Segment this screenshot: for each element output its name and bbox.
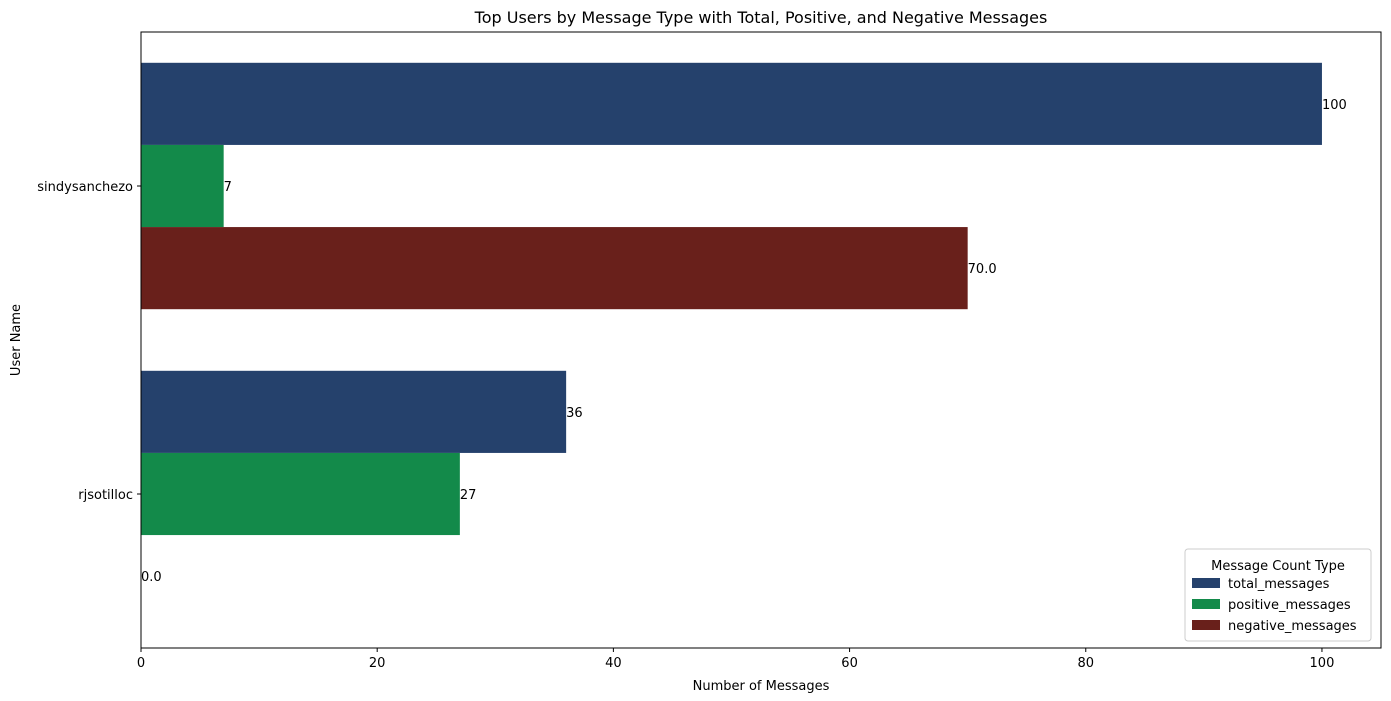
data-label: 36 xyxy=(566,406,583,421)
y-tick-label: rjsotilloc xyxy=(78,488,133,503)
legend: Message Count Type total_messagespositiv… xyxy=(1184,548,1372,642)
bar-positive-messages-rjsotilloc xyxy=(141,452,460,536)
legend-swatch-negative-messages xyxy=(1192,620,1220,630)
data-label: 100 xyxy=(1322,98,1347,113)
chart-title: Top Users by Message Type with Total, Po… xyxy=(474,8,1048,27)
legend-title: Message Count Type xyxy=(1211,559,1345,574)
x-tick-label: 80 xyxy=(1077,656,1094,671)
legend-swatch-total-messages xyxy=(1192,578,1220,588)
legend-label: negative_messages xyxy=(1228,619,1357,634)
x-tick-label: 40 xyxy=(605,656,622,671)
bar-total-messages-rjsotilloc xyxy=(141,370,567,453)
y-axis-label: User Name xyxy=(9,304,24,376)
data-label: 70.0 xyxy=(968,262,997,277)
bar-negative-messages-sindysanchezo xyxy=(141,227,968,310)
x-tick-label: 20 xyxy=(369,656,386,671)
axes-frame xyxy=(140,31,1382,649)
x-tick-label: 60 xyxy=(841,656,858,671)
bar-positive-messages-sindysanchezo xyxy=(141,144,224,228)
legend-swatch-positive-messages xyxy=(1192,599,1220,609)
data-label: 0.0 xyxy=(141,570,162,585)
legend-frame xyxy=(1184,548,1372,642)
x-tick-label: 0 xyxy=(137,656,145,671)
legend-label: total_messages xyxy=(1228,577,1330,592)
data-label: 27 xyxy=(460,488,477,503)
legend-label: positive_messages xyxy=(1228,598,1351,613)
data-label: 7 xyxy=(224,180,232,195)
bar-total-messages-sindysanchezo xyxy=(141,62,1322,145)
y-tick-label: sindysanchezo xyxy=(37,180,133,195)
x-axis-label: Number of Messages xyxy=(693,679,830,694)
plot-area: 100 7 70.0 sindysanchezo 36 27 0.0 rjsotilloc 0 2… xyxy=(37,31,1382,671)
x-tick-label: 100 xyxy=(1310,656,1335,671)
